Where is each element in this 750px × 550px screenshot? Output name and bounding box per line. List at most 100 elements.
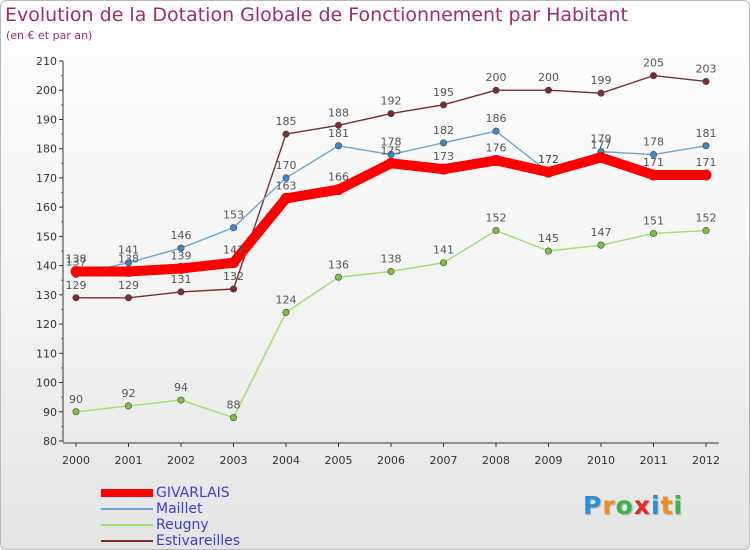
data-point-reugny xyxy=(544,247,552,255)
data-label-reugny: 90 xyxy=(69,393,83,406)
data-label-estivareilles: 129 xyxy=(118,279,139,292)
data-point-reugny xyxy=(334,273,342,281)
x-tick-label: 2012 xyxy=(692,454,720,467)
legend: GIVARLAIS Maillet Reugny Estivareilles xyxy=(101,485,240,549)
data-point-givarlais xyxy=(595,151,607,163)
data-label-maillet: 186 xyxy=(486,112,507,125)
x-tick-label: 2001 xyxy=(115,454,143,467)
data-label-estivareilles: 200 xyxy=(486,71,507,84)
y-tick-label: 200 xyxy=(36,84,57,97)
y-tick-label: 130 xyxy=(36,289,57,302)
y-tick-label: 160 xyxy=(36,201,57,214)
data-label-reugny: 88 xyxy=(227,399,241,412)
data-label-givarlais: 138 xyxy=(66,252,87,265)
data-label-reugny: 145 xyxy=(538,232,559,245)
legend-label: Maillet xyxy=(156,501,203,517)
data-label-maillet: 170 xyxy=(276,159,297,172)
y-tick-label: 80 xyxy=(43,435,57,448)
data-label-givarlais: 172 xyxy=(538,153,559,166)
data-point-estivareilles xyxy=(439,101,447,109)
data-point-reugny xyxy=(387,267,395,275)
x-tick-label: 2002 xyxy=(167,454,195,467)
y-tick-label: 210 xyxy=(36,55,57,68)
data-label-estivareilles: 205 xyxy=(643,57,664,70)
data-point-givarlais xyxy=(228,257,239,269)
x-tick-label: 2010 xyxy=(587,454,615,467)
data-label-estivareilles: 192 xyxy=(381,95,402,108)
x-tick-label: 2008 xyxy=(482,454,510,467)
data-point-givarlais xyxy=(648,169,659,181)
data-label-reugny: 151 xyxy=(643,214,664,227)
logo-letter: x xyxy=(633,491,651,520)
data-label-maillet: 182 xyxy=(433,124,454,137)
data-label-givarlais: 141 xyxy=(223,244,244,257)
logo-letter: o xyxy=(615,491,634,520)
data-label-givarlais: 171 xyxy=(696,156,717,169)
y-tick-label: 100 xyxy=(36,377,57,390)
data-label-maillet: 141 xyxy=(118,244,139,257)
x-tick-label: 2004 xyxy=(272,454,300,467)
data-point-estivareilles xyxy=(597,89,605,97)
data-point-maillet xyxy=(702,142,710,150)
legend-item-reugny: Reugny xyxy=(101,517,240,533)
data-point-maillet xyxy=(177,244,185,252)
data-point-reugny xyxy=(282,308,290,316)
data-label-givarlais: 166 xyxy=(328,171,349,184)
data-label-maillet: 178 xyxy=(381,136,402,149)
y-tick-label: 140 xyxy=(36,260,57,273)
y-tick-label: 120 xyxy=(36,318,57,331)
data-point-maillet xyxy=(125,259,133,267)
x-tick-label: 2005 xyxy=(325,454,353,467)
data-point-givarlais xyxy=(385,157,397,169)
legend-label: GIVARLAIS xyxy=(156,485,230,501)
data-point-givarlais xyxy=(333,184,344,196)
data-point-reugny xyxy=(649,229,657,237)
data-point-estivareilles xyxy=(177,288,185,296)
x-tick-label: 2011 xyxy=(640,454,668,467)
data-label-givarlais: 163 xyxy=(276,179,297,192)
x-tick-label: 2009 xyxy=(535,454,563,467)
legend-swatch xyxy=(101,524,153,526)
data-label-givarlais: 138 xyxy=(118,252,139,265)
data-point-maillet xyxy=(230,224,238,232)
y-tick-label: 150 xyxy=(36,230,57,243)
data-point-estivareilles xyxy=(230,285,238,293)
data-label-reugny: 147 xyxy=(591,226,612,239)
data-point-reugny xyxy=(230,414,238,422)
x-tick-label: 2006 xyxy=(377,454,405,467)
legend-swatch xyxy=(101,489,153,497)
data-label-estivareilles: 203 xyxy=(696,62,717,75)
data-label-estivareilles: 129 xyxy=(66,279,87,292)
data-label-maillet: 181 xyxy=(328,127,349,140)
data-label-maillet: 153 xyxy=(223,209,244,222)
data-label-maillet: 137 xyxy=(66,255,87,268)
data-point-estivareilles xyxy=(544,86,552,94)
chart-title: Evolution de la Dotation Globale de Fonc… xyxy=(5,4,628,26)
data-point-reugny xyxy=(72,408,80,416)
legend-label: Estivareilles xyxy=(156,533,241,549)
data-label-reugny: 152 xyxy=(486,212,507,225)
y-tick-label: 110 xyxy=(36,347,57,360)
chart-subtitle: (en € et par an) xyxy=(6,29,93,42)
data-point-maillet xyxy=(334,142,342,150)
data-point-maillet xyxy=(387,151,395,159)
data-point-estivareilles xyxy=(492,86,500,94)
data-point-maillet xyxy=(492,127,500,135)
data-point-maillet xyxy=(649,151,657,159)
data-label-reugny: 138 xyxy=(381,252,402,265)
data-label-estivareilles: 195 xyxy=(433,86,454,99)
data-label-givarlais: 173 xyxy=(433,150,454,163)
legend-swatch xyxy=(101,508,153,510)
data-point-estivareilles xyxy=(72,294,80,302)
data-point-givarlais xyxy=(543,166,554,178)
data-label-maillet: 178 xyxy=(643,136,664,149)
data-label-estivareilles: 185 xyxy=(276,115,297,128)
data-label-givarlais: 177 xyxy=(591,138,612,151)
y-tick-label: 170 xyxy=(36,172,57,185)
x-tick-label: 2003 xyxy=(220,454,248,467)
data-label-reugny: 94 xyxy=(174,381,188,394)
proxiti-logo: Proxiti xyxy=(583,491,683,520)
legend-item-maillet: Maillet xyxy=(101,501,240,517)
